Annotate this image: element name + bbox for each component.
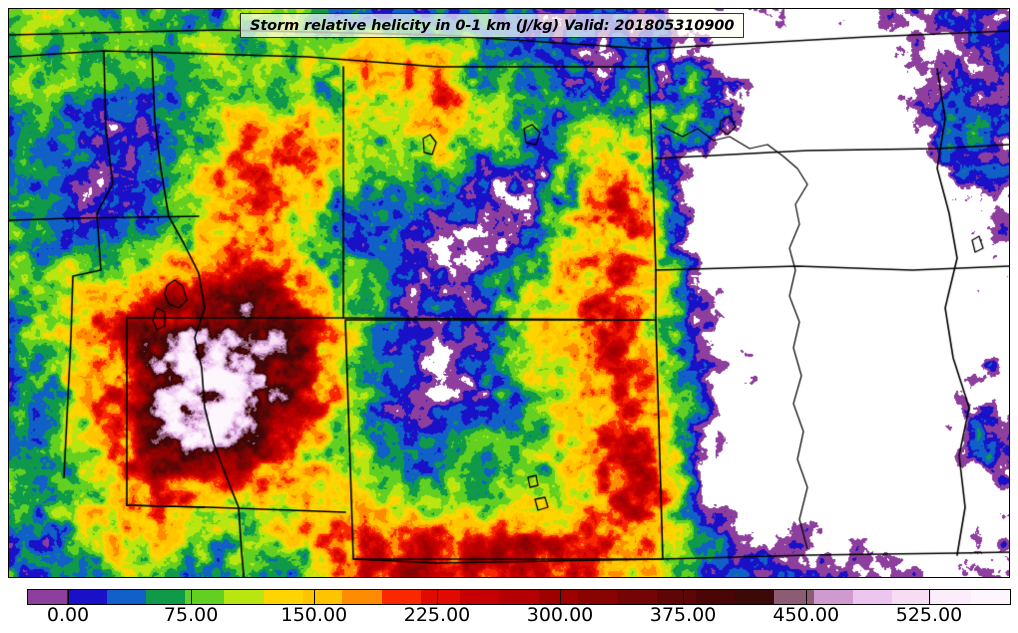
colorbar-tick-label: 300.00 (526, 604, 594, 626)
colorbar-segment (577, 590, 618, 604)
colorbar-tick-label: 150.00 (280, 604, 348, 626)
colorbar-segment (931, 590, 971, 604)
colorbar-segment (28, 590, 68, 604)
colorbar-segment (381, 590, 421, 604)
colorbar-segment (813, 590, 853, 604)
colorbar-tick-mark (929, 589, 930, 605)
colorbar-segment (302, 590, 343, 604)
colorbar-tick-label: 525.00 (895, 604, 963, 626)
colorbar-tick-label: 375.00 (649, 604, 717, 626)
colorbar-tick-mark (68, 589, 69, 605)
colorbar-segment (892, 590, 932, 604)
colorbar-tick-label: 75.00 (163, 604, 219, 626)
colorbar-segment (224, 590, 264, 604)
colorbar-segment (263, 590, 303, 604)
colorbar-segment (774, 590, 814, 604)
colorbar-tick-mark (191, 589, 192, 605)
map-panel (8, 8, 1010, 578)
colorbar-segment (538, 590, 578, 604)
colorbar-segment (420, 590, 461, 604)
colorbar-segment (67, 590, 107, 604)
helicity-heatmap-canvas (9, 9, 1009, 577)
colorbar-segment (342, 590, 382, 604)
colorbar-tick-mark (437, 589, 438, 605)
colorbar-segment (656, 590, 696, 604)
colorbar-tick-label: 450.00 (772, 604, 840, 626)
colorbar-tick-labels: 0.00 75.00 150.00 225.00 300.00 375.00 450.00 5… (0, 604, 1018, 633)
colorbar-segment (106, 590, 146, 604)
colorbar-tick-label: 0.00 (46, 604, 90, 626)
colorbar-segment (499, 590, 539, 604)
colorbar-segment (460, 590, 500, 604)
colorbar-tick-mark (314, 589, 315, 605)
colorbar-tick-mark (683, 589, 684, 605)
colorbar-segment (852, 590, 893, 604)
colorbar-segment (185, 590, 225, 604)
plot-title: Storm relative helicity in 0-1 km (J/kg)… (240, 13, 745, 38)
colorbar-tick-label: 225.00 (403, 604, 471, 626)
colorbar (27, 589, 1011, 605)
colorbar-tick-mark (560, 589, 561, 605)
colorbar-tick-mark (806, 589, 807, 605)
colorbar-segment (735, 590, 775, 604)
colorbar-segment (970, 590, 1011, 604)
colorbar-segment (145, 590, 186, 604)
colorbar-segment (695, 590, 736, 604)
colorbar-segment (617, 590, 657, 604)
